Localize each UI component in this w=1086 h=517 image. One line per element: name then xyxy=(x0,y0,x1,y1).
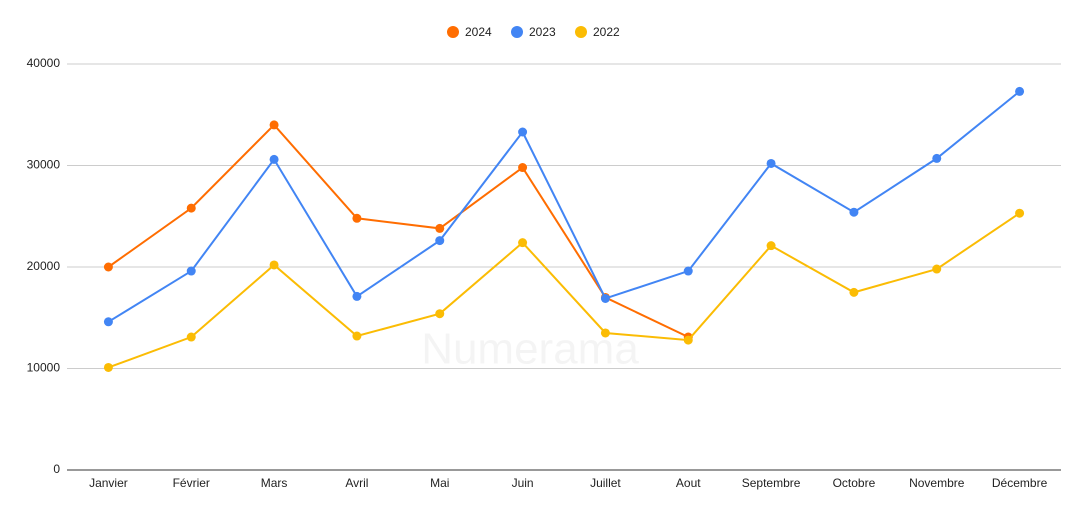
series-line xyxy=(108,212,1021,369)
data-point xyxy=(600,293,610,303)
data-point xyxy=(849,207,859,217)
data-point xyxy=(518,163,528,173)
legend-label: 2024 xyxy=(465,25,492,39)
data-point xyxy=(269,154,279,164)
data-point xyxy=(435,223,445,233)
data-point xyxy=(186,203,196,213)
y-tick-label: 40000 xyxy=(27,56,61,70)
y-tick-label: 20000 xyxy=(27,259,61,273)
data-point xyxy=(932,264,942,274)
data-point xyxy=(518,127,528,137)
y-tick-label: 30000 xyxy=(27,158,61,172)
data-point xyxy=(103,262,113,272)
x-tick-label: Janvier xyxy=(89,476,128,490)
legend-marker xyxy=(447,26,459,38)
x-tick-label: Aout xyxy=(676,476,701,490)
x-tick-label: Juillet xyxy=(590,476,621,490)
data-point xyxy=(103,317,113,327)
data-point xyxy=(269,120,279,130)
data-point xyxy=(766,158,776,168)
data-point xyxy=(352,291,362,301)
data-point xyxy=(352,331,362,341)
data-point xyxy=(352,213,362,223)
data-point xyxy=(932,153,942,163)
x-tick-label: Février xyxy=(173,476,210,490)
series-line xyxy=(107,90,1021,323)
data-point xyxy=(269,260,279,270)
x-tick-label: Septembre xyxy=(742,476,801,490)
data-point xyxy=(435,309,445,319)
legend-marker xyxy=(511,26,523,38)
x-tick-label: Avril xyxy=(345,476,368,490)
data-point xyxy=(683,266,693,276)
legend-label: 2023 xyxy=(529,25,556,39)
x-tick-label: Novembre xyxy=(909,476,965,490)
data-point xyxy=(1015,208,1025,218)
series-line xyxy=(107,123,689,338)
data-point xyxy=(849,287,859,297)
data-point xyxy=(103,362,113,372)
data-point xyxy=(435,236,445,246)
legend-marker xyxy=(575,26,587,38)
data-point xyxy=(600,328,610,338)
data-point xyxy=(1015,86,1025,96)
x-tick-label: Mars xyxy=(261,476,288,490)
data-point xyxy=(683,335,693,345)
x-tick-label: Octobre xyxy=(833,476,876,490)
y-tick-label: 0 xyxy=(53,462,60,476)
x-tick-label: Mai xyxy=(430,476,449,490)
data-point xyxy=(518,238,528,248)
data-point xyxy=(186,266,196,276)
x-tick-label: Juin xyxy=(512,476,534,490)
y-tick-label: 10000 xyxy=(27,361,61,375)
legend-label: 2022 xyxy=(593,25,620,39)
data-point xyxy=(766,241,776,251)
x-tick-label: Décembre xyxy=(992,476,1048,490)
data-point xyxy=(186,332,196,342)
